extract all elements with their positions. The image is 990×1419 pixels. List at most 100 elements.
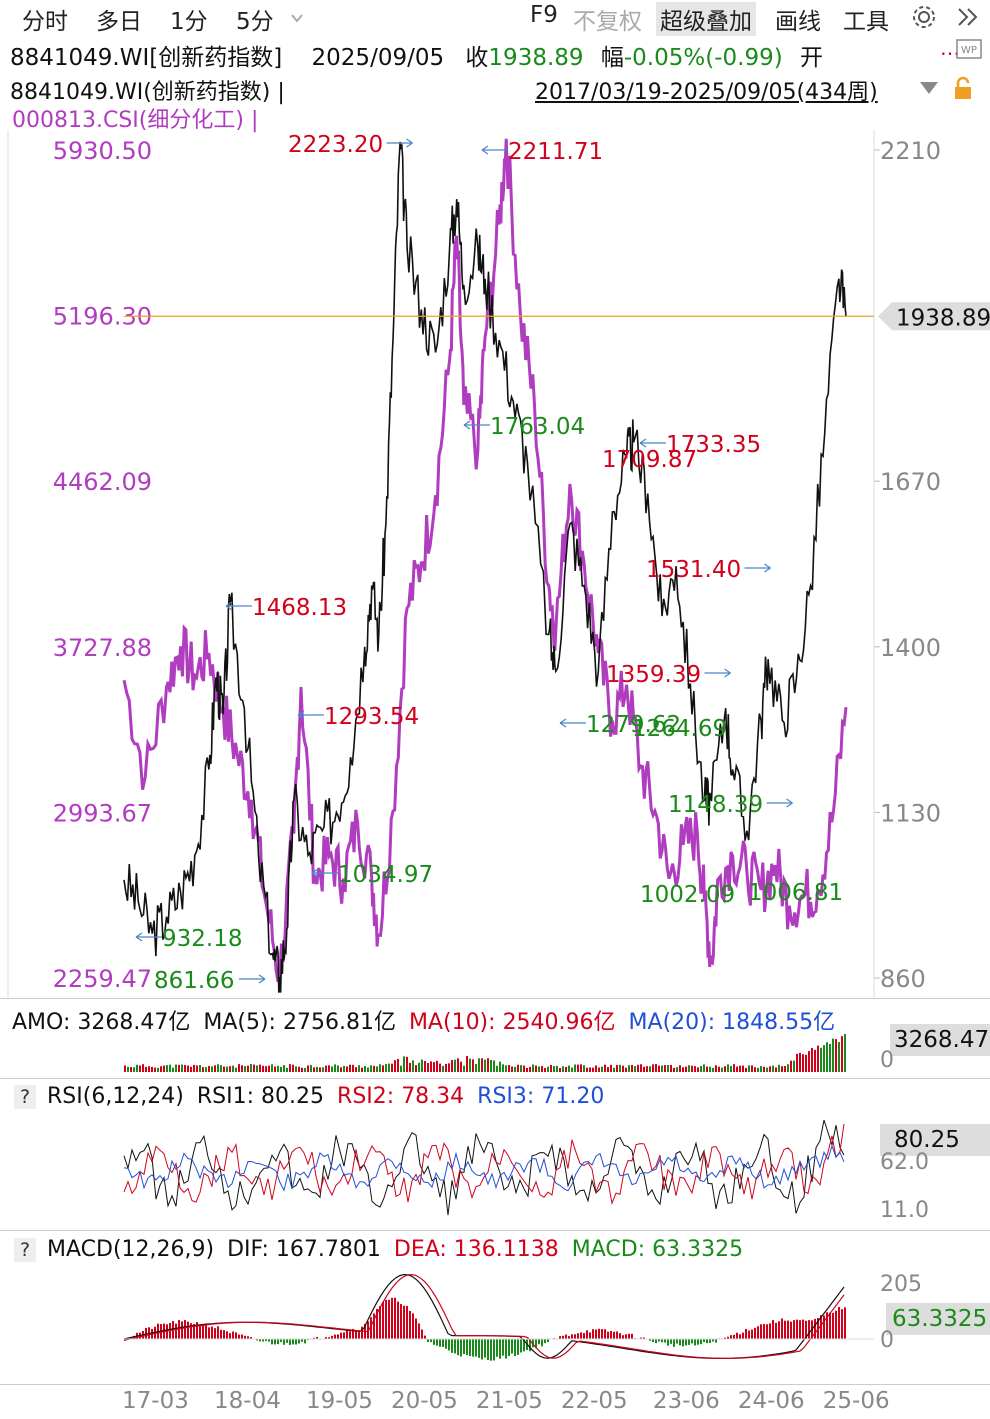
volume-bar <box>682 1067 684 1072</box>
volume-bar <box>190 1066 192 1072</box>
volume-bar <box>442 1065 444 1072</box>
macd-bar <box>760 1324 762 1339</box>
double-chevron-right-icon[interactable] <box>956 6 980 28</box>
macd-bar <box>328 1337 330 1339</box>
macd-bar <box>280 1339 282 1343</box>
left-axis-tick: 2993.67 <box>53 799 152 827</box>
volume-bar <box>733 1064 735 1072</box>
volume-bar <box>424 1060 426 1072</box>
tab-intraday[interactable]: 分时 <box>22 9 68 35</box>
tab-multiday[interactable]: 多日 <box>96 9 142 35</box>
macd-bar <box>463 1339 465 1355</box>
macd-bar <box>346 1330 348 1339</box>
macd-bar <box>544 1339 546 1344</box>
annotation-label: 1264.69 <box>632 716 727 742</box>
volume-bar <box>799 1052 801 1072</box>
gear-icon[interactable] <box>911 4 937 30</box>
macd-bar <box>604 1329 606 1339</box>
macd-bar <box>412 1313 414 1339</box>
macd-bar <box>712 1339 714 1342</box>
rsi-tick-hi: 62.0 <box>880 1150 929 1175</box>
volume-bar <box>259 1064 261 1072</box>
chevron-down-icon[interactable] <box>290 12 304 24</box>
super-overlay-button[interactable]: 超级叠加 <box>656 2 756 36</box>
open-label: 开 <box>800 45 823 71</box>
volume-bar <box>730 1065 732 1072</box>
more-indicator[interactable]: … <box>940 36 960 60</box>
annotation-label: 1148.39 <box>668 792 763 818</box>
annotation-label: 1034.97 <box>338 862 433 888</box>
volume-bar <box>649 1066 651 1072</box>
volume-bar <box>379 1064 381 1072</box>
volume-chart <box>124 1034 846 1072</box>
rsi2-value: 78.34 <box>401 1084 465 1109</box>
macd-bar <box>826 1312 828 1339</box>
annotation-arrow <box>481 145 508 155</box>
dea-label: DEA: <box>393 1237 447 1262</box>
macd-bar <box>532 1339 534 1348</box>
amo-label: AMO: <box>12 1010 71 1035</box>
volume-bar <box>829 1043 831 1072</box>
annotation-arrow <box>639 438 666 448</box>
volume-bar <box>844 1034 846 1072</box>
tools-button[interactable]: 工具 <box>843 9 889 35</box>
tab-1min[interactable]: 1分 <box>170 9 208 35</box>
no-adjust-button[interactable]: 不复权 <box>573 9 642 35</box>
annotation-arrow <box>239 974 266 984</box>
macd-bar <box>493 1339 495 1361</box>
chevron-down-icon[interactable] <box>918 80 940 96</box>
volume-bar <box>124 1065 126 1072</box>
volume-bar <box>184 1064 186 1072</box>
macd-bar <box>823 1315 825 1339</box>
macd-bar <box>205 1323 207 1339</box>
macd-bar <box>478 1339 480 1358</box>
macd-bar <box>175 1323 177 1339</box>
macd-bar <box>304 1339 306 1344</box>
volume-bar <box>832 1038 834 1072</box>
macd-bar <box>613 1331 615 1339</box>
macd-bar <box>598 1328 600 1339</box>
volume-bar <box>394 1060 396 1072</box>
macd-bar <box>652 1339 654 1343</box>
macd-bar <box>724 1337 726 1339</box>
date-range-selector[interactable]: 2017/03/19-2025/09/05(434周) <box>535 80 878 105</box>
volume-bar <box>325 1065 327 1072</box>
annotation-label: 932.18 <box>162 926 242 952</box>
macd-bar <box>730 1335 732 1339</box>
macd-bar <box>586 1330 588 1339</box>
macd-bar <box>607 1331 609 1339</box>
tab-5min[interactable]: 5分 <box>236 9 274 35</box>
lock-icon[interactable] <box>952 76 976 102</box>
macd-badge: 63.3325 <box>886 1303 990 1335</box>
macd-bar <box>757 1326 759 1339</box>
volume-bar <box>541 1066 543 1072</box>
volume-bar <box>673 1067 675 1072</box>
ma20-value: 1848.55亿 <box>722 1010 836 1035</box>
volume-bar <box>175 1064 177 1072</box>
macd-help-button[interactable]: ? <box>14 1238 36 1262</box>
macd-bar <box>769 1323 771 1339</box>
rsi-help-button[interactable]: ? <box>14 1085 36 1109</box>
volume-bar <box>559 1067 561 1072</box>
macd-bar <box>835 1310 837 1339</box>
volume-bar <box>448 1063 450 1072</box>
macd-bar <box>268 1339 270 1342</box>
volume-bar <box>205 1067 207 1072</box>
volume-bar <box>694 1066 696 1072</box>
volume-bar <box>298 1066 300 1072</box>
wp-icon[interactable]: WP <box>955 38 985 64</box>
macd-bar <box>778 1321 780 1339</box>
macd-bar <box>688 1339 690 1345</box>
f9-button[interactable]: F9 <box>530 2 558 28</box>
macd-legend: ? MACD(12,26,9) DIF: 167.7801 DEA: 136.1… <box>14 1237 743 1262</box>
macd-bar <box>685 1339 687 1346</box>
volume-bar <box>781 1066 783 1072</box>
macd-bar <box>649 1339 651 1341</box>
macd-bar <box>277 1339 279 1345</box>
volume-bar <box>280 1066 282 1072</box>
volume-bar <box>658 1065 660 1072</box>
draw-line-button[interactable]: 画线 <box>775 9 821 35</box>
x-axis-tick: 25-06 <box>822 1388 890 1414</box>
macd-bar <box>133 1335 135 1339</box>
volume-bar <box>460 1061 462 1072</box>
